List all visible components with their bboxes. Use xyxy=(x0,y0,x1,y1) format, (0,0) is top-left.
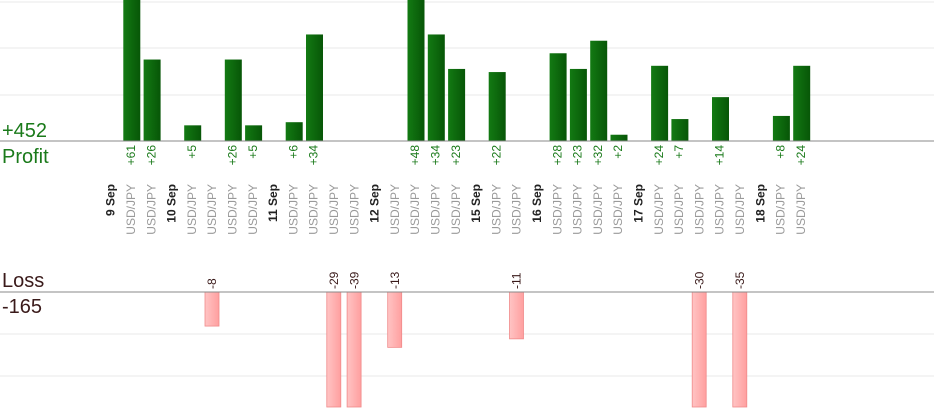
trade-symbol-label: USD/JPY xyxy=(591,184,605,235)
trade-symbol-label: USD/JPY xyxy=(144,184,158,235)
profit-value-label: +8 xyxy=(774,145,788,159)
trade-symbol-label: USD/JPY xyxy=(225,184,239,235)
loss-value-label: -11 xyxy=(510,272,524,289)
profit-value-label: +22 xyxy=(489,145,503,166)
profit-bar xyxy=(610,134,628,141)
trade-symbol-label: USD/JPY xyxy=(327,184,341,235)
loss-value-label: -8 xyxy=(205,278,219,289)
trade-symbol-label: USD/JPY xyxy=(428,184,442,235)
profit-bar xyxy=(123,0,141,141)
profit-value-label: +48 xyxy=(408,145,422,166)
date-label: 18 Sep xyxy=(753,184,767,223)
profit-bar xyxy=(224,59,242,141)
profit-bar xyxy=(448,68,466,141)
profit-bar xyxy=(712,97,729,141)
date-label: 12 Sep xyxy=(368,184,382,223)
loss-bar xyxy=(691,291,707,408)
trade-symbol-label: USD/JPY xyxy=(550,184,564,235)
profit-bar xyxy=(245,125,263,141)
profit-bar xyxy=(427,34,445,141)
loss-bar xyxy=(346,291,362,408)
profit-bar xyxy=(285,122,303,141)
trade-symbol-label: USD/JPY xyxy=(713,184,727,235)
date-label: 17 Sep xyxy=(631,184,645,223)
profit-value-label: +61 xyxy=(124,145,138,166)
date-label: 10 Sep xyxy=(165,184,179,223)
profit-value-label: +5 xyxy=(246,145,260,159)
profit-value-label: +14 xyxy=(713,145,727,166)
axes xyxy=(0,140,934,293)
profit-value-label: +5 xyxy=(185,145,199,159)
loss-value-label: -35 xyxy=(733,271,747,289)
loss-bar xyxy=(204,291,220,327)
trade-symbol-label: USD/JPY xyxy=(672,184,686,235)
profit-bar xyxy=(184,125,202,141)
trade-symbol-label: USD/JPY xyxy=(388,184,402,235)
profit-bar xyxy=(671,119,689,141)
profit-value-label: +32 xyxy=(591,145,605,166)
loss-bar xyxy=(326,291,342,408)
trade-symbol-label: USD/JPY xyxy=(733,184,747,235)
bars xyxy=(123,0,811,408)
profit-bar xyxy=(407,0,425,141)
loss-value-label: -13 xyxy=(388,271,402,289)
loss-label: Loss xyxy=(2,270,44,292)
profit-bar xyxy=(488,72,506,141)
trade-symbol-label: USD/JPY xyxy=(286,184,300,235)
trade-symbol-label: USD/JPY xyxy=(489,184,503,235)
loss-value-label: -29 xyxy=(327,271,341,289)
profit-value-label: +28 xyxy=(550,145,564,166)
trade-symbol-label: USD/JPY xyxy=(347,184,361,235)
profit-bar xyxy=(651,65,669,141)
date-label: 16 Sep xyxy=(530,184,544,223)
profit-value-label: +2 xyxy=(611,145,625,159)
loss-value-label: -30 xyxy=(692,271,706,289)
profit-bar xyxy=(772,115,790,141)
profit-value-label: +6 xyxy=(286,145,300,159)
profit-value-label: +34 xyxy=(428,145,442,166)
trade-symbol-label: USD/JPY xyxy=(185,184,199,235)
profit-bar xyxy=(549,53,567,142)
trade-symbol-label: USD/JPY xyxy=(449,184,463,235)
profit-bar xyxy=(143,59,161,141)
trade-symbol-label: USD/JPY xyxy=(571,184,585,235)
loss-bar xyxy=(509,291,524,340)
profit-label: Profit xyxy=(2,146,49,168)
loss-bar xyxy=(387,291,403,348)
loss-total: -165 xyxy=(2,296,42,318)
profit-value-label: +23 xyxy=(449,145,463,166)
trade-symbol-label: USD/JPY xyxy=(246,184,260,235)
trade-symbol-label: USD/JPY xyxy=(408,184,422,235)
trade-symbol-label: USD/JPY xyxy=(205,184,219,235)
profit-bar xyxy=(306,34,323,141)
trade-symbol-label: USD/JPY xyxy=(307,184,321,235)
trade-symbol-label: USD/JPY xyxy=(692,184,706,235)
date-label: 9 Sep xyxy=(104,184,118,216)
trade-symbol-label: USD/JPY xyxy=(794,184,808,235)
profit-value-label: +34 xyxy=(307,145,321,166)
profit-value-label: +24 xyxy=(794,145,808,166)
date-label: 11 Sep xyxy=(266,184,280,222)
trade-symbol-label: USD/JPY xyxy=(510,184,524,235)
labels: 9 Sep USD/JPY +61 USD/JPY +26 10 Sep USD/JPY +5… xyxy=(104,145,808,289)
profit-value-label: +26 xyxy=(144,145,158,166)
date-label: 15 Sep xyxy=(469,184,483,223)
trade-symbol-label: USD/JPY xyxy=(611,184,625,235)
profit-bar xyxy=(793,65,811,141)
profit-bar xyxy=(569,68,587,141)
profit-value-label: +24 xyxy=(652,145,666,166)
profit-bar xyxy=(590,40,608,141)
trade-symbol-label: USD/JPY xyxy=(124,184,138,235)
profit-total: +452 xyxy=(2,120,47,142)
trade-symbol-label: USD/JPY xyxy=(774,184,788,235)
loss-value-label: -39 xyxy=(347,271,361,289)
profit-value-label: +7 xyxy=(672,145,686,159)
loss-bar xyxy=(732,291,748,408)
trade-symbol-label: USD/JPY xyxy=(652,184,666,235)
profit-value-label: +23 xyxy=(571,145,585,166)
profit-value-label: +26 xyxy=(225,145,239,166)
